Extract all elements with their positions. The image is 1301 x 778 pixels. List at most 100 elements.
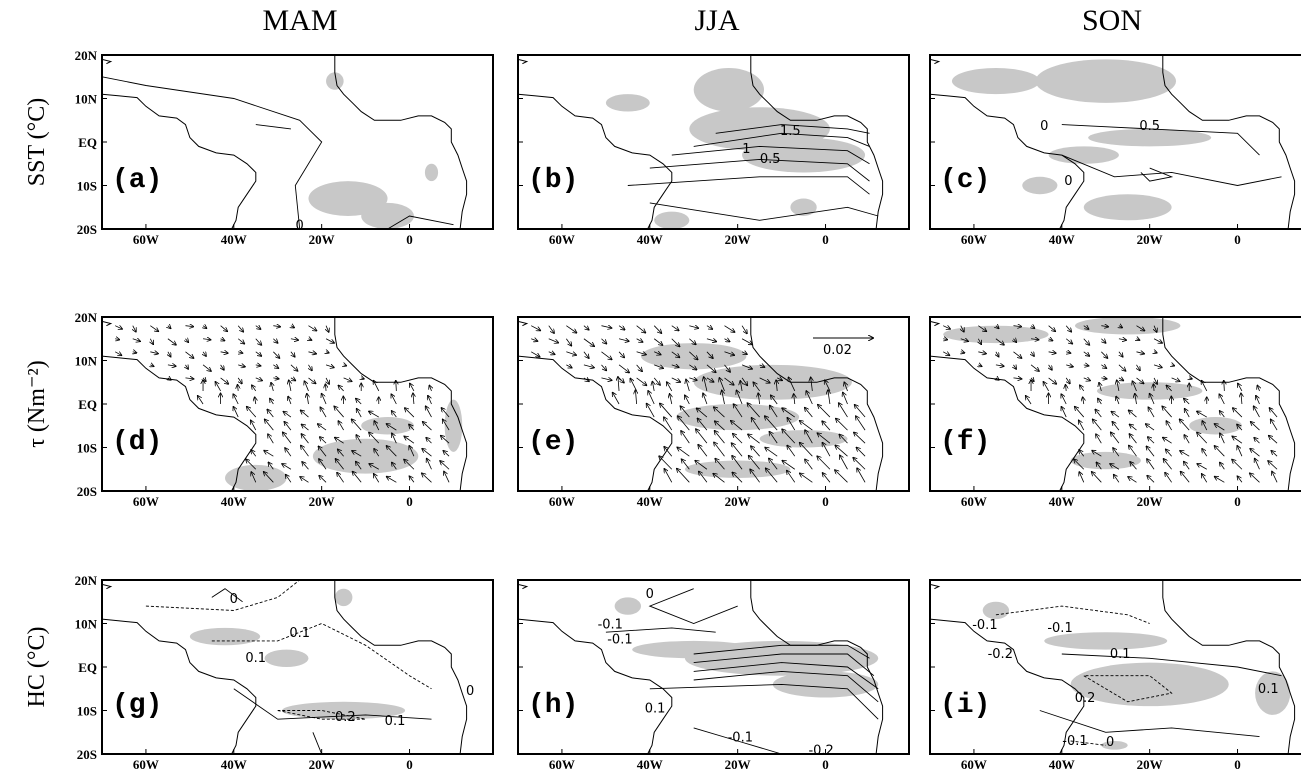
wind-arrow [736,390,743,405]
x-tick-label: 0 [822,757,829,772]
wind-arrow [1219,394,1225,405]
y-tick-label: 20N [75,48,98,63]
shading [614,597,642,615]
wind-arrow [429,386,431,392]
wind-arrow [1147,476,1155,483]
wind-arrow [1129,446,1137,457]
wind-arrow [308,364,311,371]
wind-arrow [374,449,380,457]
wind-arrow [566,351,576,355]
wind-arrow [1162,406,1172,418]
shading [312,438,419,474]
shading [676,404,800,431]
wind-arrow [335,459,344,470]
wind-arrow [1237,476,1243,483]
coastline [750,580,884,754]
wind-arrow [671,377,680,382]
contour [312,732,323,754]
wind-arrow [185,365,188,369]
wind-arrow [823,473,831,483]
wind-arrow [697,408,708,418]
wind-arrow [1079,450,1085,457]
wind-arrow [238,365,245,367]
wind-arrow [1184,462,1190,470]
wind-arrow [1026,396,1032,405]
map-content [518,580,884,754]
wind-arrow [706,339,716,342]
shading [951,68,1040,95]
map-content [518,55,884,229]
wind-arrow [307,394,309,405]
wind-arrow [787,418,796,431]
wind-arrow [636,352,646,355]
panel-label: (g) [112,690,162,721]
wind-arrow [1079,472,1085,483]
x-tick-label: 60W [961,494,987,509]
contour-label: 0 [1040,119,1048,134]
wind-arrow [787,471,796,483]
wind-arrow [1061,394,1067,405]
contour-label: 0.5 [1139,119,1160,134]
wind-arrow [409,476,415,483]
wind-arrow [835,470,848,483]
wind-arrow [978,365,981,366]
wind-arrow [1129,434,1137,444]
map-content [102,580,468,754]
wind-arrow [251,472,257,483]
wind-arrow [1154,325,1157,332]
wind-arrow [264,472,274,483]
wind-arrow [1268,461,1278,470]
wind-arrow [697,418,708,431]
coastline [102,355,257,491]
shading [1189,417,1242,435]
wind-arrow [271,383,273,392]
wind-arrow [724,364,730,372]
wind-arrow [1098,399,1101,405]
x-tick-label: 40W [1049,757,1075,772]
wind-arrow [671,351,680,358]
wind-arrow [654,364,663,368]
coastline [930,93,1085,229]
wind-arrow [1130,424,1137,431]
shading [1074,317,1181,335]
y-tick-label: 20N [75,573,98,588]
wind-arrow [320,407,327,418]
wind-arrow [252,385,257,392]
wind-arrow [671,325,679,331]
wind-arrow [682,459,690,470]
wind-arrow [566,365,571,368]
wind-arrow [1180,419,1190,431]
wind-arrow [326,377,329,384]
wind-arrow [386,446,397,457]
wind-arrow [132,339,140,342]
wind-arrow [741,377,747,385]
contour [649,158,870,182]
wind-arrow [689,364,696,370]
contour-label: 0.1 [289,626,310,641]
shading [1070,662,1229,707]
wind-arrow [740,381,742,392]
shading [326,72,344,90]
wind-arrow [653,338,662,345]
wind-arrow [800,473,813,483]
wind-arrow [1101,351,1107,358]
wind-arrow [854,432,866,444]
wind-arrow [771,395,778,405]
map-panel: 0 0.5 0 (c) 60W 40W 20W 0 [929,54,1301,247]
wind-arrow [185,326,193,327]
wind-arrow [732,472,743,483]
contour [605,627,716,633]
panel-frame [101,316,494,492]
wind-arrow [855,405,866,418]
wind-arrow [636,377,647,385]
wind-arrow [168,326,171,329]
contour-label: 1 [742,142,750,157]
wind-arrow [706,351,713,358]
wind-arrow [426,438,432,444]
wind-arrow [782,429,796,444]
contour-label: 0.2 [335,710,356,725]
wind-arrow [1083,397,1084,405]
contour-label: 0 [296,219,304,234]
wind-arrow [1129,410,1137,418]
contour [1061,653,1282,677]
